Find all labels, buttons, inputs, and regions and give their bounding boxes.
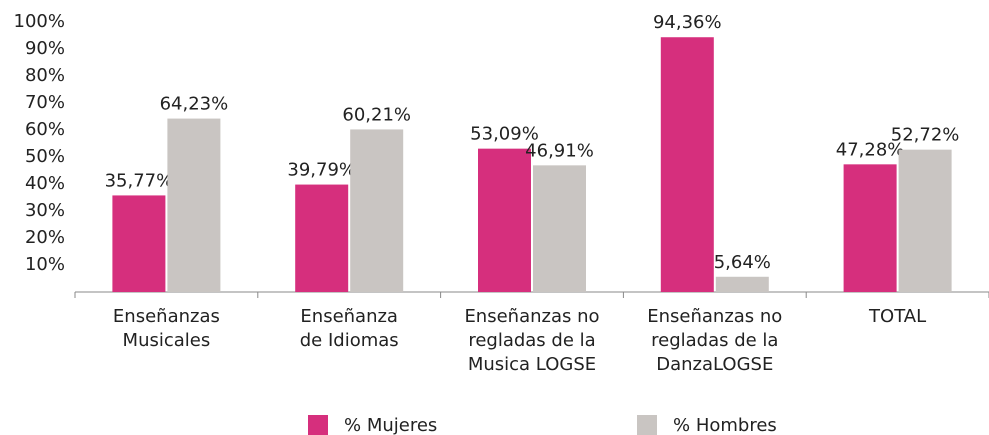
bar (295, 184, 349, 292)
data-label: 64,23% (160, 94, 229, 115)
data-label: 5,64% (714, 252, 771, 273)
x-tick-label: TOTAL (869, 306, 927, 327)
data-label: 39,79% (287, 160, 356, 181)
bar (112, 195, 166, 292)
bar (533, 165, 586, 292)
x-tick-label: Enseñanzas no regladas de la Musica LOGS… (464, 306, 600, 375)
x-tick-label: Enseñanzas Musicales (112, 306, 220, 351)
y-tick-label: 40% (25, 173, 65, 194)
y-tick-label: 90% (25, 38, 65, 59)
data-label: 46,91% (525, 140, 594, 161)
y-tick-label: 100% (14, 11, 65, 32)
data-label: 35,77% (105, 170, 174, 191)
data-label: 60,21% (342, 104, 411, 125)
y-tick-label: 80% (25, 65, 65, 86)
x-tick-label: Enseñanza de Idiomas (299, 306, 399, 351)
data-label: 53,09% (470, 124, 539, 145)
y-tick-label: 10% (25, 254, 65, 275)
bar (660, 37, 714, 293)
bar (715, 276, 769, 292)
x-tick-label: Enseñanzas no regladas de la DanzaLOGSE (647, 306, 783, 375)
y-tick-label: 60% (25, 119, 65, 140)
bar (478, 148, 531, 292)
bar (350, 129, 404, 292)
legend-label: % Mujeres (344, 415, 437, 435)
y-tick-label: 70% (25, 92, 65, 113)
bar (167, 118, 221, 292)
data-label: 94,36% (653, 12, 722, 33)
bar (843, 164, 897, 292)
legend-swatch (637, 415, 657, 435)
bar (898, 149, 952, 292)
legend-label: % Hombres (673, 415, 777, 435)
data-label: 47,28% (836, 139, 905, 160)
y-tick-label: 20% (25, 227, 65, 248)
y-tick-label: 50% (25, 146, 65, 167)
y-tick-label: 30% (25, 200, 65, 221)
data-label: 52,72% (891, 125, 960, 146)
legend-swatch (308, 415, 328, 435)
